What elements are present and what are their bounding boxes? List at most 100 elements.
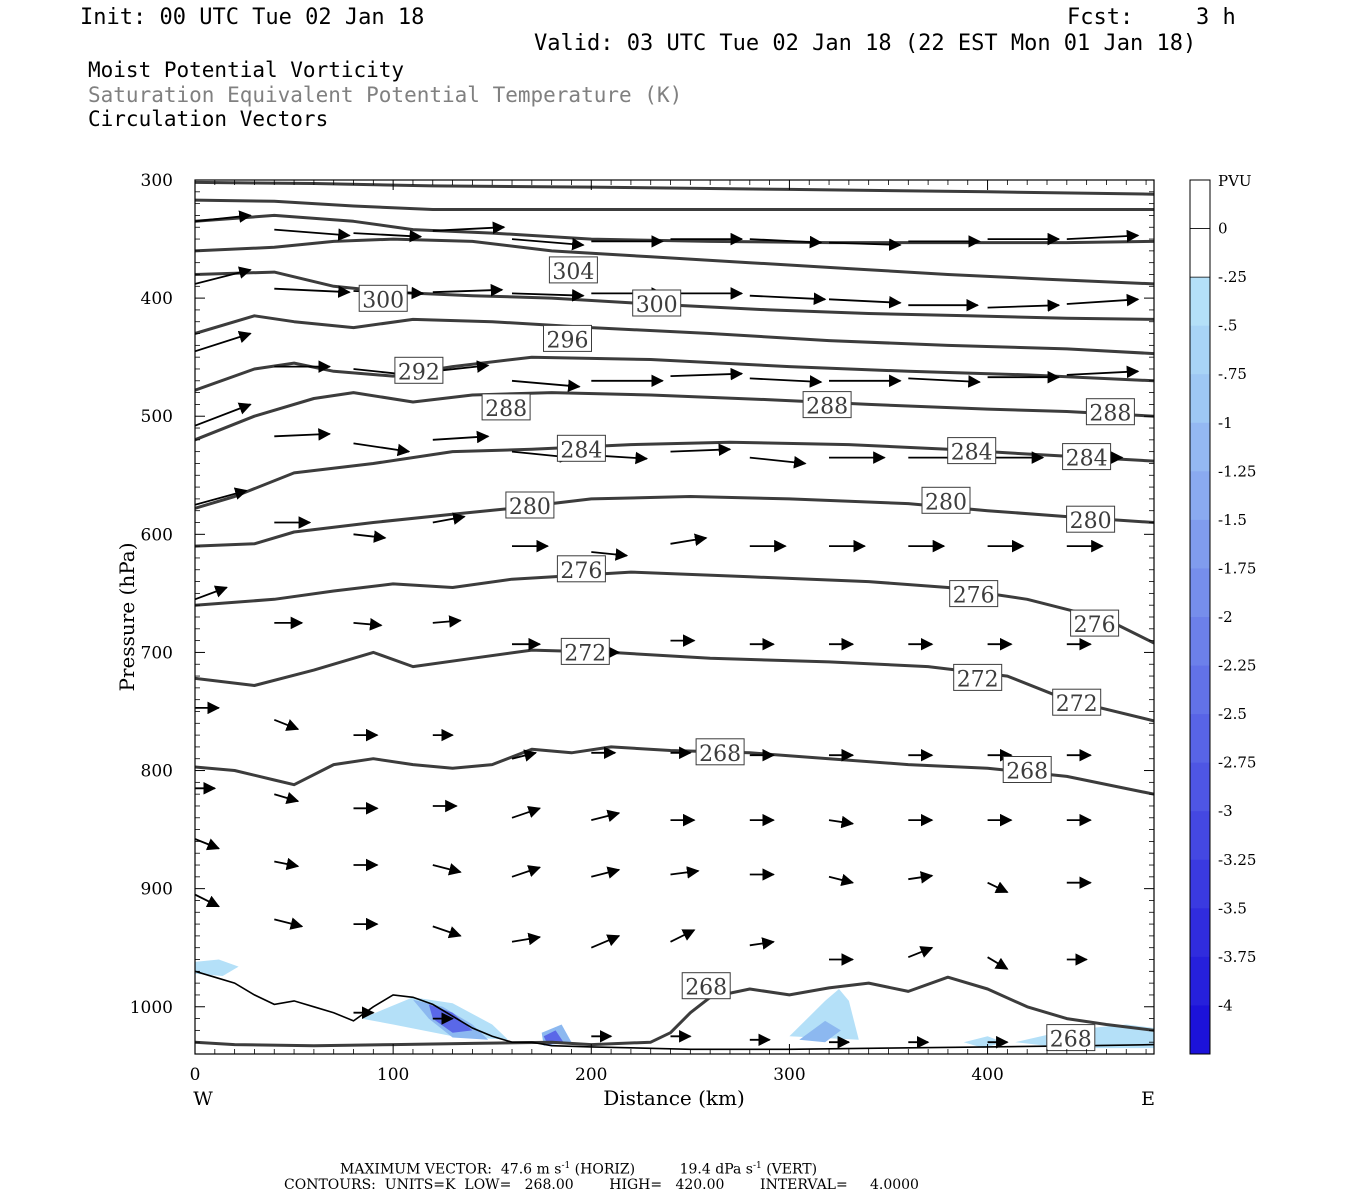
contour-272-1-label-box-1 xyxy=(953,663,1003,691)
vector-111 xyxy=(432,925,462,939)
pv-colorbar: PVU 0 -.25 -.5 -.75 -1 -1.25 -1.5 -1.75 -2 -2.25 -… xyxy=(1189,172,1256,1055)
contour-280-3-label-2: 280 xyxy=(1070,509,1112,534)
contour-284-4-label-2: 284 xyxy=(1066,447,1108,472)
contour-280-3-label-0: 280 xyxy=(509,495,551,520)
colorbar-cell-3 xyxy=(1190,325,1210,375)
colorbar-level-6: -1.5 xyxy=(1218,511,1247,529)
contour-288-5-label-box-2 xyxy=(1085,398,1135,426)
colorbar-cell-5 xyxy=(1190,422,1210,472)
vector-88 xyxy=(511,806,541,819)
contour-300-8-label-box-1 xyxy=(632,289,682,317)
colorbar-cell-15 xyxy=(1190,908,1210,958)
colorbar-cell-2 xyxy=(1190,277,1210,327)
vector-85 xyxy=(274,791,300,805)
contour-288-5-label-1: 288 xyxy=(806,395,848,420)
vector-24 xyxy=(195,330,252,353)
vector-92 xyxy=(828,815,855,829)
contour-292-6 xyxy=(195,355,1154,392)
colorbar-cell-7 xyxy=(1190,519,1210,569)
vector-37 xyxy=(274,428,331,441)
west-label: W xyxy=(193,1088,213,1110)
colorbar-level-14: -3.5 xyxy=(1218,899,1247,917)
valid-time: Valid: 03 UTC Tue 02 Jan 18 (22 EST Mon … xyxy=(534,31,1197,56)
vector-48 xyxy=(195,487,248,506)
x-axis-label: Distance (km) xyxy=(603,1086,745,1110)
vert-tag: (VERT) xyxy=(766,1161,818,1178)
vector-62 xyxy=(353,618,383,631)
field-mpv-label: Moist Potential Vorticity xyxy=(88,58,405,82)
field-theta-es-label: Saturation Equivalent Potential Temperat… xyxy=(88,83,683,107)
pv-shade-0-0 xyxy=(195,959,239,976)
contour-300-8-label-1: 300 xyxy=(636,293,678,318)
vector-36 xyxy=(195,402,252,427)
x-tick-label-0: 0 xyxy=(190,1065,201,1085)
colorbar-level-5: -1.25 xyxy=(1218,462,1256,480)
contour-272-1 xyxy=(195,648,1154,723)
contour-312-11 xyxy=(195,198,1154,211)
vector-33 xyxy=(908,375,981,388)
colorbar-level-13: -3.25 xyxy=(1218,851,1256,869)
pv-shade-1-2 xyxy=(799,1020,841,1043)
contour-labels: 268 268 272 272 272 276 276 276 280 280 280 284 284 2… xyxy=(358,256,1135,1053)
vector-16 xyxy=(511,237,585,251)
contour-284-4-label-box-2 xyxy=(1062,443,1112,471)
colorbar-level-1: -.25 xyxy=(1218,268,1247,286)
vector-38 xyxy=(353,442,411,457)
colorbar-level-12: -3 xyxy=(1218,802,1233,820)
contour-268-lower-label-1: 268 xyxy=(1050,1028,1092,1053)
horiz-tag: (HORIZ) xyxy=(574,1161,636,1178)
vector-19 xyxy=(749,235,823,249)
contour-288-5 xyxy=(195,391,1154,442)
colorbar-cell-11 xyxy=(1190,714,1210,764)
contour-276-2-label-box-2 xyxy=(1070,609,1120,637)
contour-308-10 xyxy=(195,213,1154,245)
y-tick-label-700: 700 xyxy=(141,643,173,663)
colorbar-cell-16 xyxy=(1190,956,1210,1006)
theta-es-contours xyxy=(195,180,1154,1048)
colorbar-cell-17 xyxy=(1190,1005,1210,1055)
pv-shade-0-2 xyxy=(789,989,859,1040)
contour-300-8 xyxy=(195,270,1154,321)
vector-0 xyxy=(195,266,252,285)
vector-14 xyxy=(353,229,423,243)
vector-30 xyxy=(670,367,744,381)
east-label: E xyxy=(1141,1088,1155,1110)
contour-296-7-label-box-0 xyxy=(543,324,592,352)
contour-268-0 xyxy=(195,745,1154,796)
colorbar-cell-9 xyxy=(1190,617,1210,667)
contour-304-9 xyxy=(195,237,1154,286)
vector-112 xyxy=(511,932,542,946)
init-time: Init: 00 UTC Tue 02 Jan 18 xyxy=(80,5,425,30)
vector-89 xyxy=(591,809,621,822)
contour-268-lower-label-0: 268 xyxy=(685,976,727,1001)
max-vector-line: MAXIMUM VECTOR: 47.6 m s-1 (HORIZ) 19.4 … xyxy=(340,1158,817,1178)
contour-288-5-label-0: 288 xyxy=(485,397,527,422)
field-vectors-label: Circulation Vectors xyxy=(88,107,329,131)
contour-276-2-label-0: 276 xyxy=(560,559,602,584)
axis-labels: Pressure (hPa) Distance (km) W E xyxy=(115,543,1155,1110)
colorbar-cell-6 xyxy=(1190,471,1210,521)
y-tick-label-500: 500 xyxy=(141,407,173,427)
colorbar-level-4: -1 xyxy=(1218,414,1233,432)
vector-42 xyxy=(670,443,732,457)
vector-8 xyxy=(828,295,902,309)
contour-284-4-label-0: 284 xyxy=(560,438,602,463)
forecast-label: Fcst: xyxy=(1067,5,1134,30)
forecast-hour: 3 h xyxy=(1196,5,1236,30)
contour-268-0-label-box-1 xyxy=(1002,756,1052,783)
vector-99 xyxy=(432,863,462,876)
contour-276-2 xyxy=(195,570,1154,645)
contour-288-5-label-box-1 xyxy=(802,391,852,419)
horiz-unit: m s xyxy=(536,1161,562,1178)
axis-ticks: 300 400 500 600 700 800 900 1000 0 100 200 300 400 xyxy=(130,171,1154,1085)
terrain-line xyxy=(195,970,1154,1051)
vector-20 xyxy=(828,238,902,251)
vert-unit: dPa s xyxy=(715,1161,753,1178)
contour-284-4-label-box-1 xyxy=(947,437,997,465)
y-axis-label: Pressure (hPa) xyxy=(115,543,139,692)
contour-292-6-label-0: 292 xyxy=(398,360,440,385)
vector-101 xyxy=(591,866,621,879)
vector-15 xyxy=(432,221,506,235)
contour-304-9-label-box-0 xyxy=(548,256,598,284)
vector-100 xyxy=(511,865,541,878)
